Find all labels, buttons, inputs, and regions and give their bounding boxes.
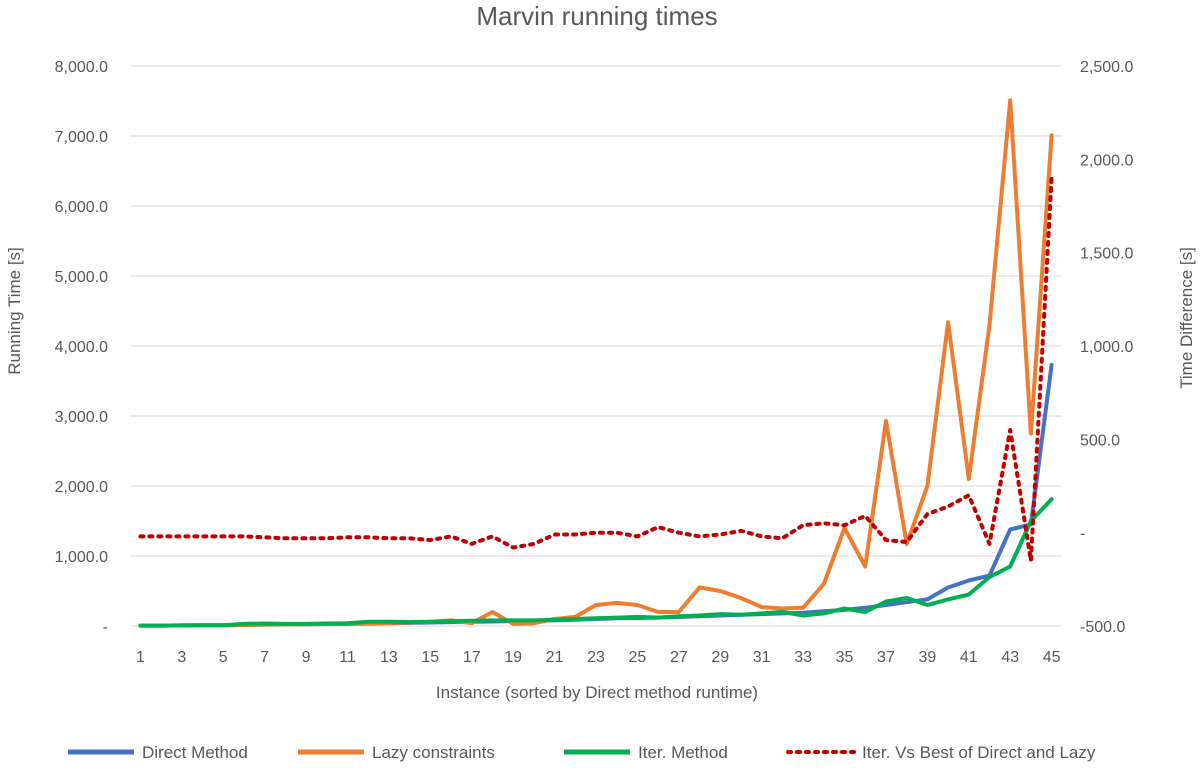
series-line-4 [138,176,1054,563]
x-tick-label: 35 [836,649,854,666]
y2-tick-label: 2,000.0 [1080,152,1133,169]
x-tick-label: 29 [711,649,729,666]
y2-tick-label: 1,500.0 [1080,246,1133,263]
y-tick-label: 6,000.0 [55,199,108,216]
x-tick-label: 17 [463,649,481,666]
x-tick-label: 31 [753,649,771,666]
x-tick-label: 27 [670,649,688,666]
x-tick-label: 37 [877,649,895,666]
legend-label: Iter. Vs Best of Direct and Lazy [862,743,1096,762]
x-tick-label: 7 [260,649,269,666]
x-tick-label: 11 [339,649,356,666]
y2-tick-label: 2,500.0 [1080,59,1133,76]
y2-axis-title: Time Difference [s] [1177,247,1196,389]
legend-label: Lazy constraints [372,743,495,762]
y2-axis-ticks: -500.0-500.01,000.01,500.02,000.02,500.0 [1080,59,1133,636]
y-tick-label: 2,000.0 [55,479,108,496]
y-tick-label: 1,000.0 [55,549,108,566]
chart-title: Marvin running times [476,1,717,31]
x-tick-label: 13 [380,649,398,666]
x-tick-label: 21 [546,649,564,666]
y2-tick-label: -500.0 [1080,619,1125,636]
y2-tick-label: - [1080,526,1085,543]
x-tick-label: 1 [136,649,145,666]
series-lines [138,98,1054,628]
y2-tick-label: 500.0 [1080,432,1120,449]
y-tick-label: 8,000.0 [55,59,108,76]
x-tick-label: 3 [177,649,186,666]
x-tick-label: 25 [629,649,647,666]
x-tick-label: 33 [794,649,812,666]
y-tick-label: 4,000.0 [55,339,108,356]
x-tick-label: 23 [587,649,605,666]
legend: Direct Method Lazy constraints Iter. Metho… [68,743,1096,762]
x-tick-label: 9 [302,649,311,666]
series-line-3 [138,497,1054,628]
x-tick-label: 45 [1043,649,1061,666]
y-axis-title: Running Time [s] [5,247,24,375]
gridlines [130,65,1062,627]
series-line-2 [138,98,1054,628]
x-tick-label: 15 [421,649,439,666]
series-line-1 [138,362,1054,628]
x-tick-label: 43 [1001,649,1019,666]
y-tick-label: 5,000.0 [55,269,108,286]
legend-label: Iter. Method [638,743,728,762]
x-tick-label: 5 [219,649,228,666]
x-tick-label: 39 [918,649,936,666]
legend-label: Direct Method [142,743,248,762]
x-tick-label: 41 [960,649,978,666]
x-axis-title: Instance (sorted by Direct method runtim… [436,683,758,702]
y-tick-label: 3,000.0 [55,409,108,426]
x-axis-ticks: 1 3 5 7 9 11 13 15 17 19 21 23 25 27 29 31 33 35 37 39 41 43 4… [136,649,1061,666]
y-axis-ticks: - 1,000.0 2,000.0 3,000.0 4,000.0 5,000.0 6,00… [55,59,108,636]
y-tick-label: - [103,619,108,636]
x-tick-label: 19 [504,649,522,666]
y-tick-label: 7,000.0 [55,129,108,146]
y2-tick-label: 1,000.0 [1080,339,1133,356]
